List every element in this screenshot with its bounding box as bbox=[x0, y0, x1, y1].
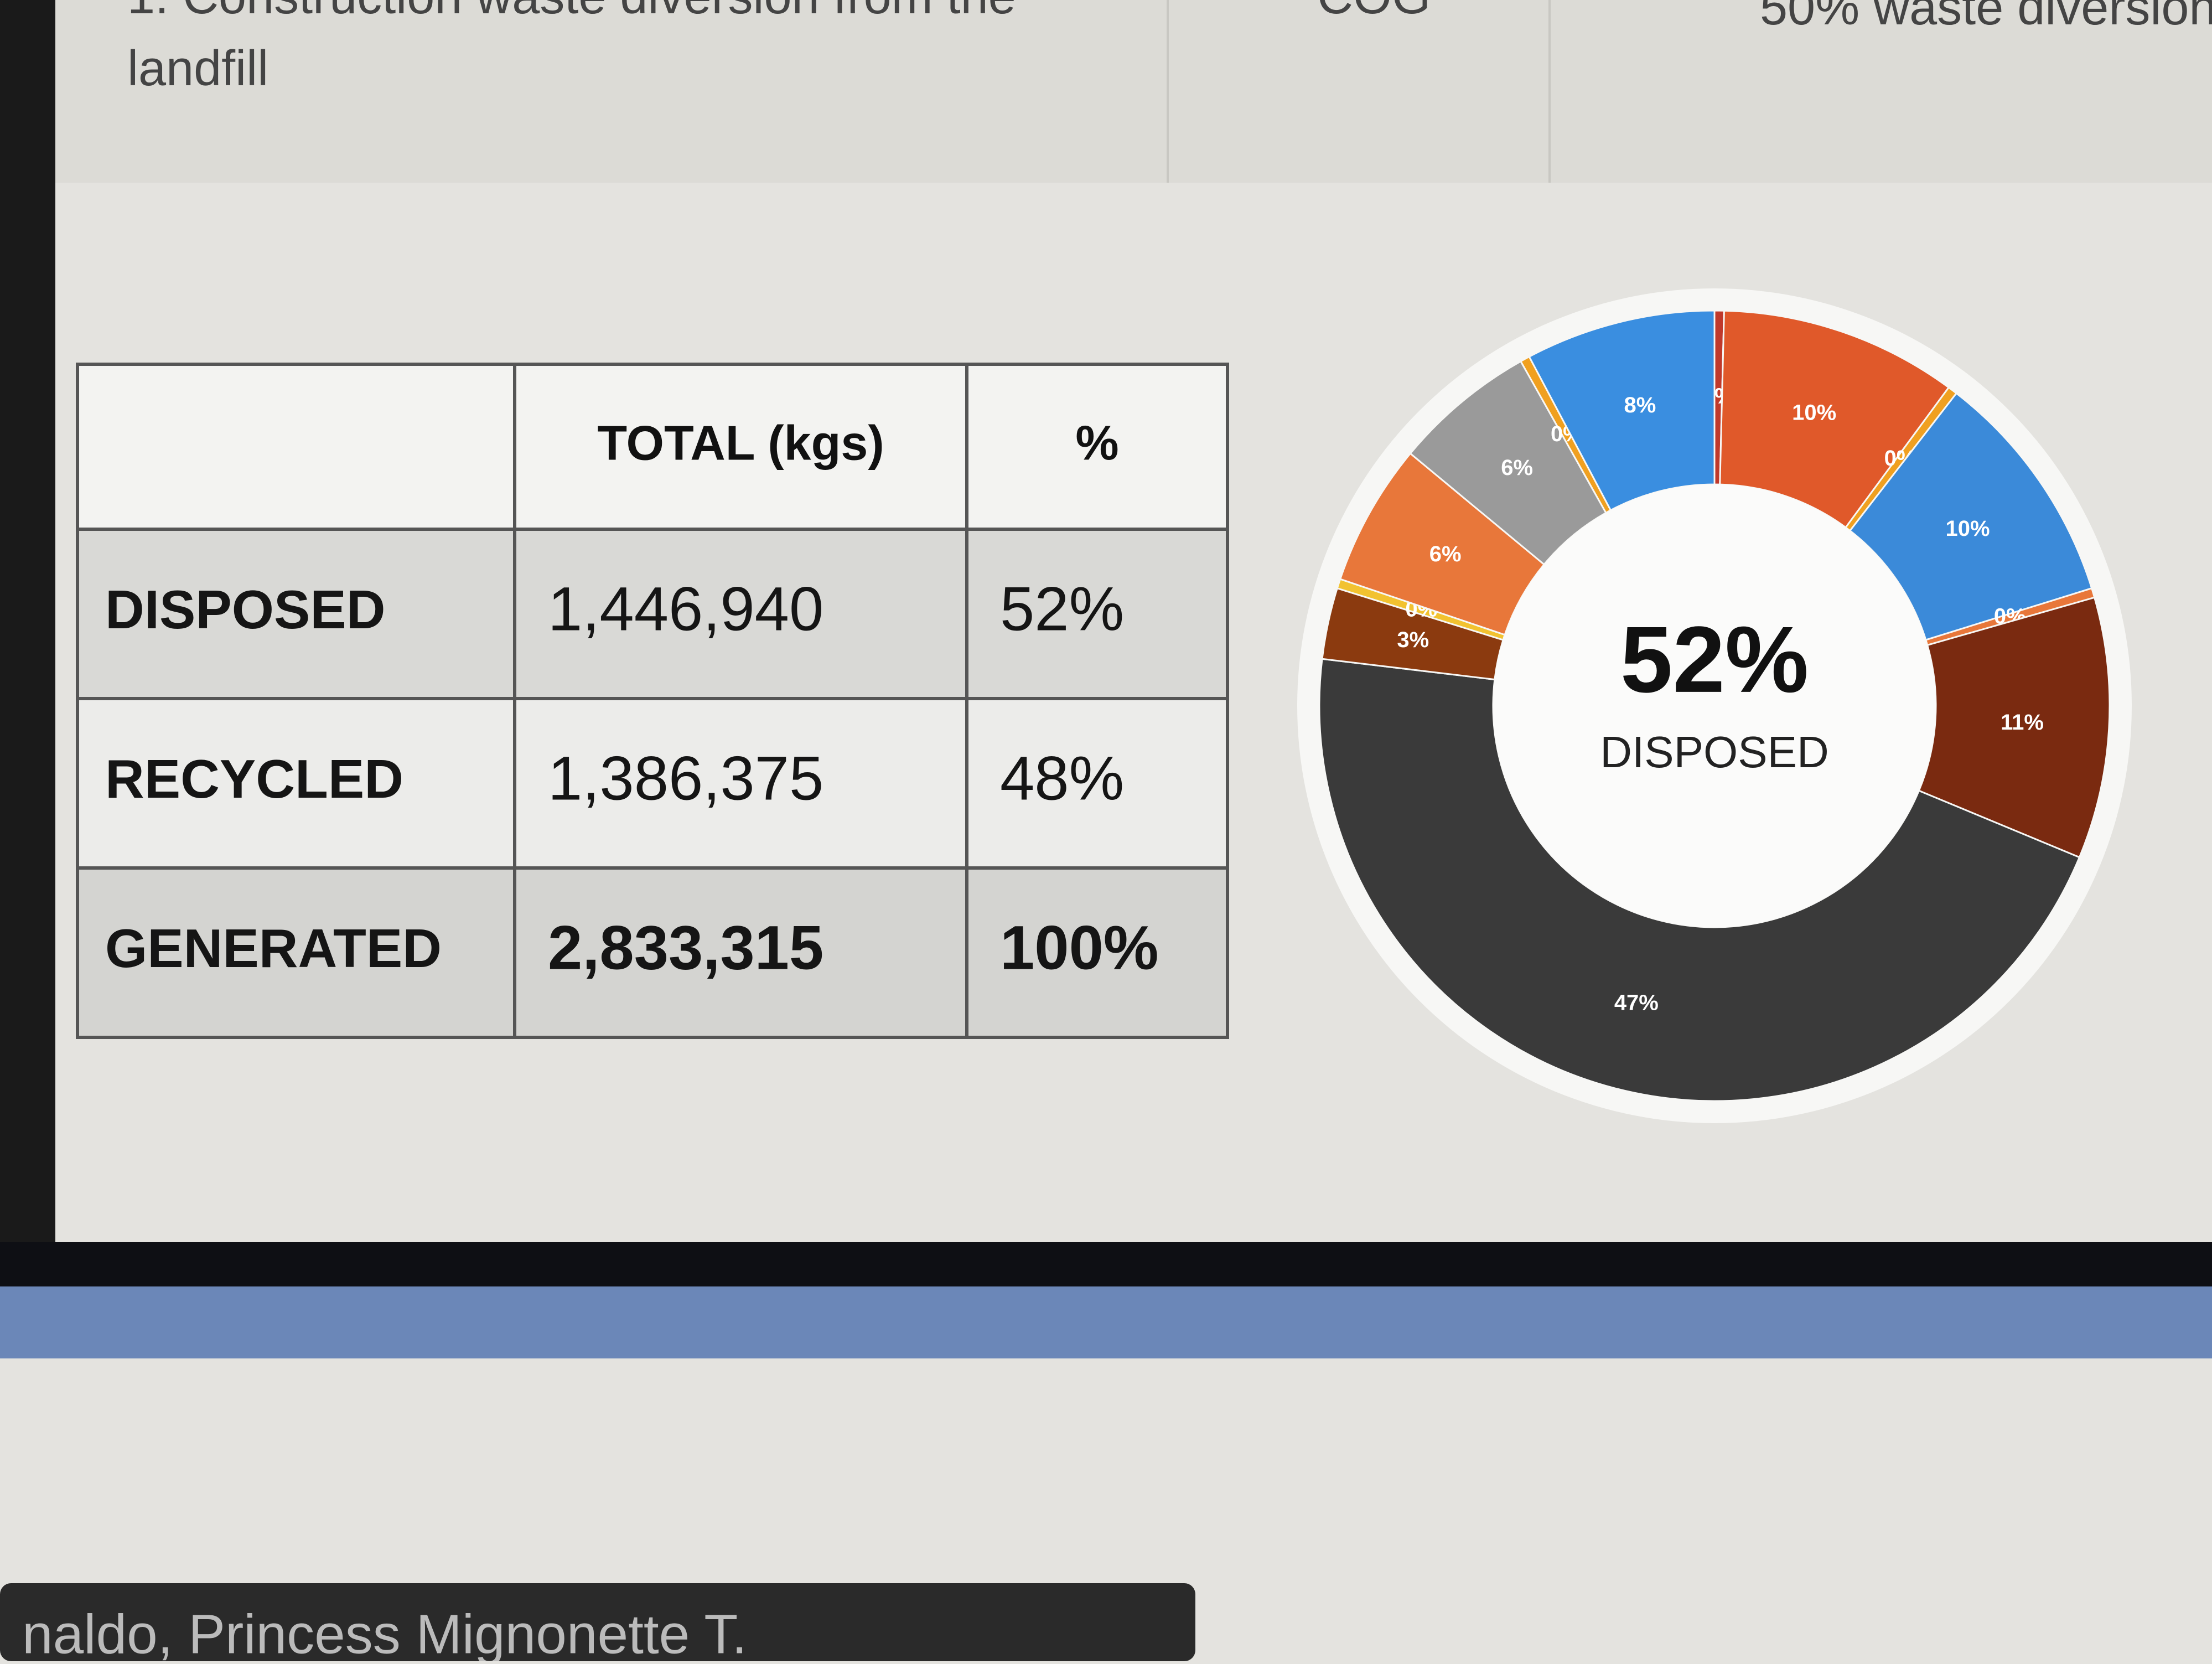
dark-bar bbox=[0, 1242, 2212, 1286]
criterion-line2: landfill bbox=[127, 41, 268, 96]
column-header: TOTAL (kgs) bbox=[597, 415, 884, 470]
table-cell bbox=[76, 528, 516, 700]
center-label: DISPOSED bbox=[1600, 727, 1828, 777]
source: COG bbox=[1317, 0, 1431, 24]
table-cell bbox=[965, 528, 1229, 700]
table-cell bbox=[965, 866, 1229, 1039]
participant-tab bbox=[0, 1583, 1195, 1661]
slice-label: 11% bbox=[2001, 710, 2044, 735]
row-label: GENERATED bbox=[105, 918, 442, 979]
donut-hole bbox=[1493, 484, 1936, 927]
slice-label: 6% bbox=[1501, 456, 1533, 480]
participant-name: naldo, Princess Mignonette T. bbox=[22, 1603, 747, 1661]
top-row bbox=[0, 0, 2212, 183]
blue-band bbox=[0, 1286, 2212, 1358]
row-label: DISPOSED bbox=[105, 579, 385, 640]
donut-chart: 0%10%0%10%0%11%47%3%0%6%6%0%8%52%DISPOSE… bbox=[1297, 288, 2132, 1123]
slice-label: 3% bbox=[1397, 628, 1429, 652]
column-header: % bbox=[1075, 415, 1118, 470]
table-value: 2,833,315 bbox=[548, 913, 823, 983]
table-value: 1,386,375 bbox=[548, 744, 823, 813]
slice-label: 47% bbox=[1614, 990, 1659, 1015]
slice-label: 8% bbox=[1624, 393, 1656, 417]
slice-label: 10% bbox=[1792, 401, 1836, 425]
bezel-left bbox=[0, 0, 55, 1246]
summary-table: TOTAL (kgs) % DISPOSED 1,446,940 52% RECYCLED… bbox=[76, 363, 1229, 1039]
table-cell bbox=[76, 363, 516, 531]
center-value: 52% bbox=[1620, 607, 1809, 712]
table-cell bbox=[76, 697, 516, 870]
table-cell bbox=[513, 697, 968, 870]
criterion-line1: 1. Construction waste diversion from the bbox=[127, 0, 1016, 24]
table-value: 52% bbox=[1000, 575, 1124, 644]
table-cell bbox=[513, 866, 968, 1039]
slice-label: 10% bbox=[1945, 516, 1990, 541]
row-label: RECYCLED bbox=[105, 748, 403, 809]
table-value: 100% bbox=[1000, 913, 1158, 983]
table-value: 48% bbox=[1000, 744, 1124, 813]
table-value: 1,446,940 bbox=[548, 575, 823, 644]
target: 50% waste diversion bbox=[1760, 0, 2212, 35]
table-cell bbox=[76, 866, 516, 1039]
slice-label: 6% bbox=[1429, 542, 1462, 566]
table-cell bbox=[965, 697, 1229, 870]
table-cell bbox=[513, 528, 968, 700]
table-cell bbox=[513, 363, 968, 531]
